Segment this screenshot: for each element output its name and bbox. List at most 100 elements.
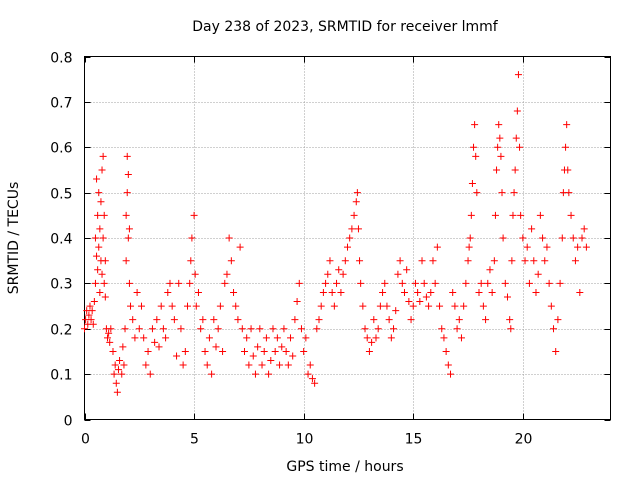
data-point xyxy=(137,302,145,310)
data-point xyxy=(513,107,521,115)
data-point xyxy=(287,334,295,342)
data-point xyxy=(140,334,148,342)
data-point xyxy=(251,370,259,378)
data-point xyxy=(361,325,369,333)
data-point xyxy=(416,298,424,306)
data-point xyxy=(466,234,474,242)
data-point xyxy=(153,316,161,324)
data-point xyxy=(240,347,248,355)
data-point xyxy=(511,166,519,174)
data-point xyxy=(451,302,459,310)
data-point xyxy=(339,270,347,278)
data-point xyxy=(144,347,152,355)
data-point xyxy=(99,234,107,242)
data-point xyxy=(227,257,235,265)
data-point xyxy=(260,347,268,355)
data-point xyxy=(133,288,141,296)
data-point xyxy=(470,143,478,151)
data-point xyxy=(104,334,112,342)
data-point xyxy=(409,302,417,310)
data-point xyxy=(300,347,308,355)
data-point xyxy=(501,279,509,287)
data-point xyxy=(405,298,413,306)
data-point xyxy=(87,316,95,324)
data-point xyxy=(96,288,104,296)
data-point xyxy=(94,266,102,274)
data-point xyxy=(372,334,380,342)
data-point xyxy=(194,288,202,296)
data-point xyxy=(96,225,104,233)
data-point xyxy=(564,166,572,174)
data-point xyxy=(247,325,255,333)
data-point xyxy=(475,288,483,296)
data-point xyxy=(265,370,273,378)
y-axis-label: SRMTID / TECUs xyxy=(6,182,22,295)
data-point xyxy=(221,279,229,287)
data-point xyxy=(449,288,457,296)
data-point xyxy=(582,243,590,251)
y-tick-label: 0.6 xyxy=(50,141,72,157)
data-point xyxy=(101,293,109,301)
data-point xyxy=(558,234,566,242)
data-point xyxy=(112,379,120,387)
data-point xyxy=(550,325,558,333)
data-point xyxy=(516,143,524,151)
data-point xyxy=(164,288,172,296)
data-point xyxy=(431,279,439,287)
data-point xyxy=(116,357,124,365)
data-point xyxy=(407,316,415,324)
data-point xyxy=(457,334,465,342)
data-point xyxy=(173,352,181,360)
data-point xyxy=(353,189,361,197)
data-point xyxy=(148,325,156,333)
data-point xyxy=(392,307,400,315)
data-point xyxy=(170,316,178,324)
data-point xyxy=(348,225,356,233)
data-point xyxy=(280,325,288,333)
data-point xyxy=(157,302,165,310)
data-point xyxy=(122,211,130,219)
data-series-lmmf xyxy=(81,71,590,396)
data-point xyxy=(85,311,93,319)
data-point xyxy=(528,225,536,233)
x-tick-label: 0 xyxy=(81,432,90,448)
data-point xyxy=(107,325,115,333)
data-point xyxy=(94,211,102,219)
data-point xyxy=(499,234,507,242)
y-tick-label: 0 xyxy=(64,414,73,430)
data-point xyxy=(365,347,373,355)
data-point xyxy=(317,302,325,310)
data-point xyxy=(346,234,354,242)
data-point xyxy=(90,298,98,306)
data-point xyxy=(93,252,101,260)
data-point xyxy=(496,134,504,142)
y-tick-label: 0.7 xyxy=(50,96,72,112)
data-point xyxy=(203,361,211,369)
tick-labels: 0 5 10 15 20 0 0.1 0.2 0.3 0.4 0.5 0.6 0.7 0.8 xyxy=(50,51,532,448)
data-point xyxy=(506,316,514,324)
data-point xyxy=(363,334,371,342)
data-point xyxy=(567,211,575,219)
data-point xyxy=(462,279,470,287)
data-point xyxy=(468,180,476,188)
data-point xyxy=(146,370,154,378)
data-point xyxy=(216,302,224,310)
data-point xyxy=(129,316,137,324)
data-point xyxy=(335,266,343,274)
data-point xyxy=(381,279,389,287)
data-point xyxy=(192,302,200,310)
data-point xyxy=(523,243,531,251)
y-tick-label: 0.4 xyxy=(50,232,72,248)
data-point xyxy=(100,211,108,219)
data-point xyxy=(124,170,132,178)
data-point xyxy=(444,361,452,369)
data-point xyxy=(543,243,551,251)
data-point xyxy=(177,325,185,333)
data-point xyxy=(498,189,506,197)
data-point xyxy=(159,325,167,333)
data-point xyxy=(123,189,131,197)
data-point xyxy=(497,152,505,160)
data-point xyxy=(291,316,299,324)
data-point xyxy=(398,279,406,287)
data-point xyxy=(214,325,222,333)
